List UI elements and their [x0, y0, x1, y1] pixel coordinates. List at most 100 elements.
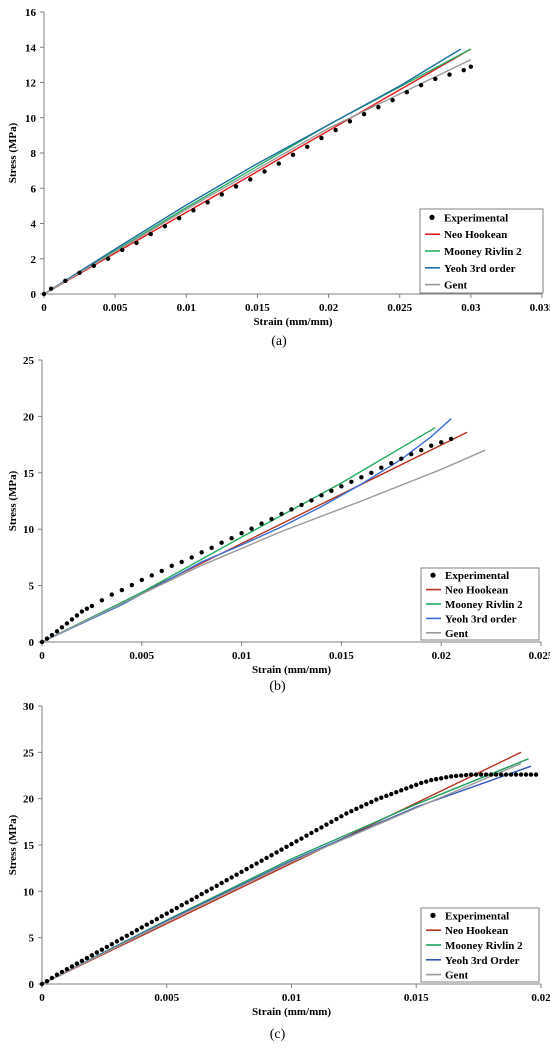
chart-a-series-line-3 [43, 48, 462, 295]
chart-a-series-line-1 [43, 48, 472, 295]
chart-c-legend-label: Mooney Rivlin 2 [445, 940, 523, 952]
chart-c-experimental-point [154, 916, 159, 922]
chart-b-series-line-3 [41, 418, 452, 643]
chart-c-experimental-point [69, 964, 75, 969]
chart-c-experimental-point [229, 875, 234, 880]
chart-b-experimental-point [399, 456, 404, 461]
chart-b-x-tick-label: 0 [39, 650, 45, 662]
chart-c-experimental-point [164, 911, 169, 916]
chart-a-experimental-point [347, 119, 353, 124]
chart-c-legend-label: Experimental [445, 910, 509, 922]
chart-c-experimental-point [468, 772, 474, 777]
chart-a-x-tick-label: 0.015 [245, 302, 270, 314]
chart-b-experimental-point [179, 559, 184, 565]
chart-b-experimental-point [99, 598, 105, 603]
chart-c-series-line-1 [41, 751, 522, 985]
chart-a-experimental-point [134, 240, 139, 246]
chart-b-experimental-point [64, 621, 70, 626]
chart-b-experimental-point [129, 582, 135, 588]
chart-a-y-tick-label: 2 [31, 254, 37, 266]
chart-b-experimental-point [269, 516, 274, 522]
chart-a-y-tick-label: 8 [31, 148, 37, 160]
chart-c-experimental-point [359, 804, 364, 809]
chart-c-experimental-point [244, 866, 249, 872]
chart-b-experimental-point [159, 568, 164, 574]
chart-b-x-tick-label: 0.025 [529, 650, 550, 662]
chart-a-experimental-point [63, 278, 68, 283]
chart-b-experimental-point [79, 609, 85, 614]
chart-a-experimental-point [162, 223, 168, 229]
chart-c-x-axis-label: Strain (mm/mm) [252, 1006, 331, 1018]
chart-c-experimental-point [264, 855, 269, 861]
chart-c-experimental-point [204, 889, 209, 894]
chart-a-legend-label: Experimental [444, 212, 508, 224]
chart-c-experimental-point [473, 772, 479, 777]
chart-c-experimental-point [344, 811, 349, 816]
chart-c-experimental-point [259, 858, 264, 863]
chart-a-x-tick-label: 0.005 [103, 302, 128, 314]
chart-b-experimental-point [74, 613, 80, 618]
chart-c-experimental-point [74, 961, 80, 966]
chart-c-experimental-point [104, 944, 110, 950]
chart-c-experimental-point [94, 950, 100, 955]
chart-c-y-tick-label: 0 [29, 979, 35, 991]
chart-a-y-tick-label: 14 [25, 42, 37, 54]
chart-c-experimental-point [429, 777, 434, 783]
chart-c-experimental-point [399, 788, 404, 793]
chart-c-experimental-point [354, 806, 359, 812]
chart-c-experimental-point [239, 869, 244, 875]
chart-b-y-tick-label: 10 [23, 524, 35, 536]
chart-b-legend-label: Neo Hookean [445, 585, 508, 597]
chart-c-experimental-point [119, 936, 125, 941]
chart-c-experimental-point [439, 776, 444, 781]
chart-a-svg: 0 2 4 6 8 10 12 14 16 0 0.005 0.01 0.015 0.02 0.025 0.0… [7, 7, 550, 349]
chart-c-experimental-point [523, 772, 529, 777]
chart-c-experimental-point [404, 786, 409, 791]
chart-c-experimental-point [304, 833, 309, 838]
chart-b-experimental-point [229, 536, 234, 541]
chart-a-legend-swatch-experimental [429, 214, 435, 220]
chart-c-y-tick-label: 5 [29, 933, 35, 945]
chart-b-experimental-point [369, 470, 374, 475]
chart-c-experimental-point [174, 905, 179, 911]
chart-c-experimental-point [194, 894, 199, 900]
chart-c-experimental-point [214, 883, 219, 888]
chart-a-x-tick-label: 0.035 [530, 302, 550, 314]
chart-b-experimental-point [379, 465, 384, 470]
chart-b-experimental-point [429, 443, 434, 448]
chart-b-experimental-point [319, 493, 324, 498]
chart-c-experimental-point [483, 772, 489, 777]
chart-c-experimental-point [49, 975, 55, 981]
chart-c-experimental-point [339, 814, 344, 819]
chart-b-experimental-point [199, 550, 204, 555]
chart-c-experimental-point [64, 966, 70, 972]
chart-b-experimental-point [89, 603, 95, 609]
chart-c-experimental-point [379, 795, 384, 800]
chart-c-experimental-point [199, 891, 204, 897]
chart-c-experimental-point [254, 861, 259, 866]
chart-b-caption: (b) [269, 679, 286, 694]
chart-a-y-tick-label: 6 [31, 183, 37, 195]
chart-c-experimental-point [424, 779, 429, 784]
chart-a-x-tick-label: 0.02 [319, 302, 339, 314]
chart-b-experimental-point [169, 563, 174, 569]
chart-c-experimental-point [533, 772, 539, 777]
chart-a-experimental-point [77, 270, 82, 276]
chart-c-experimental-point [463, 772, 469, 778]
chart-b-experimental-point [44, 636, 50, 641]
chart-a-experimental-point [276, 161, 281, 166]
chart-a-experimental-point [390, 97, 395, 103]
chart-c-experimental-point [513, 772, 519, 777]
chart-a-x-tick-label: 0.01 [177, 302, 196, 314]
chart-a-y-tick-label: 4 [31, 219, 37, 231]
chart-b-legend-label: Gent [445, 628, 469, 640]
chart-c-experimental-point [443, 775, 449, 780]
chart-a-experimental-point [447, 72, 452, 77]
chart-a-legend-label: Gent [444, 280, 468, 292]
chart-b-experimental-point [39, 639, 45, 645]
chart-c-experimental-point [488, 772, 494, 777]
chart-a-y-tick-label: 12 [25, 78, 37, 90]
chart-a-experimental-point [91, 263, 97, 268]
chart-c-experimental-point [329, 819, 334, 825]
chart-a-experimental-point [305, 144, 310, 150]
